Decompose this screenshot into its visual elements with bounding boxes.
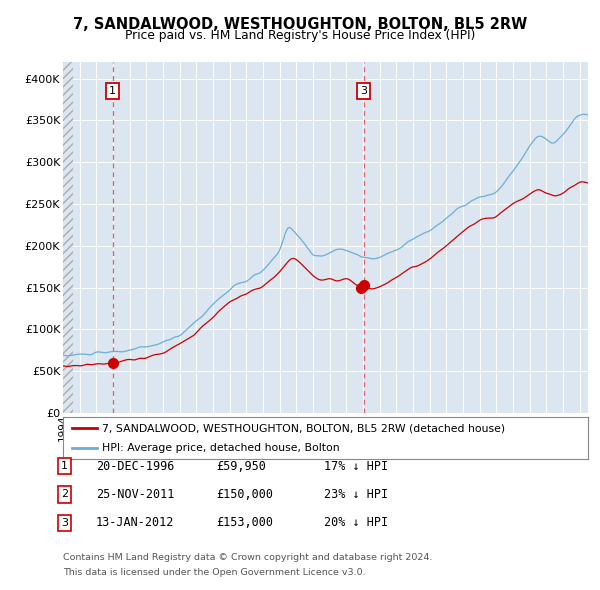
- Text: Contains HM Land Registry data © Crown copyright and database right 2024.: Contains HM Land Registry data © Crown c…: [63, 553, 433, 562]
- Text: 20-DEC-1996: 20-DEC-1996: [96, 460, 175, 473]
- Text: 7, SANDALWOOD, WESTHOUGHTON, BOLTON, BL5 2RW (detached house): 7, SANDALWOOD, WESTHOUGHTON, BOLTON, BL5…: [103, 424, 505, 434]
- Text: This data is licensed under the Open Government Licence v3.0.: This data is licensed under the Open Gov…: [63, 568, 365, 577]
- Text: £59,950: £59,950: [216, 460, 266, 473]
- Text: 3: 3: [61, 518, 68, 527]
- Text: Price paid vs. HM Land Registry's House Price Index (HPI): Price paid vs. HM Land Registry's House …: [125, 30, 475, 42]
- Text: 3: 3: [360, 86, 367, 96]
- Text: 20% ↓ HPI: 20% ↓ HPI: [324, 516, 388, 529]
- Text: 17% ↓ HPI: 17% ↓ HPI: [324, 460, 388, 473]
- Text: 25-NOV-2011: 25-NOV-2011: [96, 488, 175, 501]
- Text: 2: 2: [61, 490, 68, 499]
- Text: 1: 1: [109, 86, 116, 96]
- Text: 13-JAN-2012: 13-JAN-2012: [96, 516, 175, 529]
- Text: £150,000: £150,000: [216, 488, 273, 501]
- Text: £153,000: £153,000: [216, 516, 273, 529]
- Text: 1: 1: [61, 461, 68, 471]
- Text: 7, SANDALWOOD, WESTHOUGHTON, BOLTON, BL5 2RW: 7, SANDALWOOD, WESTHOUGHTON, BOLTON, BL5…: [73, 17, 527, 31]
- Bar: [63, 62, 73, 413]
- Text: HPI: Average price, detached house, Bolton: HPI: Average price, detached house, Bolt…: [103, 444, 340, 453]
- Text: 23% ↓ HPI: 23% ↓ HPI: [324, 488, 388, 501]
